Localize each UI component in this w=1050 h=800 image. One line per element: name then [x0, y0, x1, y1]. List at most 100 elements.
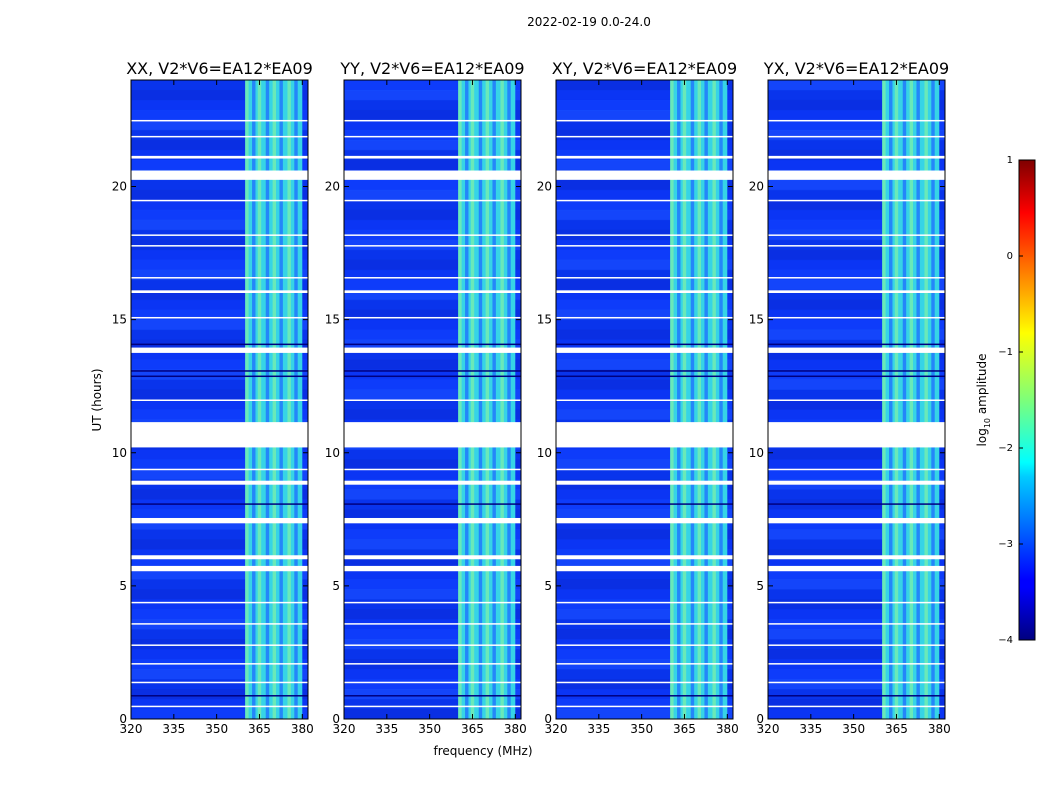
- flagged-gap: [768, 155, 945, 159]
- heatmap-row: [344, 99, 521, 111]
- flag-line: [768, 234, 945, 236]
- heatmap-row: [344, 669, 521, 680]
- heatmap-row: [344, 539, 521, 550]
- x-tick-label: 365: [673, 722, 696, 736]
- flag-line: [131, 199, 308, 202]
- heatmap-row: [344, 80, 521, 91]
- x-tick-label: 380: [291, 722, 314, 736]
- heatmap-row: [131, 599, 308, 610]
- colorbar-tick-label: −4: [998, 635, 1013, 646]
- heatmap-row: [556, 239, 733, 251]
- flag-line: [131, 681, 308, 684]
- heatmap-row: [556, 80, 733, 91]
- heatmap-row: [556, 309, 733, 321]
- flag-line: [131, 663, 308, 665]
- colorbar-ticks: 1 0 −1 −2 −3 −4: [998, 155, 1023, 646]
- heatmap-row: [131, 569, 308, 580]
- heatmap-row: [344, 609, 521, 620]
- heatmap-row: [131, 99, 308, 111]
- heatmap-row: [556, 349, 733, 361]
- flag-line: [344, 234, 521, 236]
- flag-line: [556, 705, 733, 708]
- heatmap-row: [131, 689, 308, 700]
- heatmap-row: [768, 109, 945, 121]
- y-tick-label: 15: [537, 313, 552, 327]
- flag-line: [556, 663, 733, 665]
- heatmap-row: [556, 209, 733, 221]
- heatmap-row: [768, 379, 945, 391]
- heatmap-row: [556, 359, 733, 371]
- panel-frame: [767, 79, 946, 720]
- heatmap-row: [556, 179, 733, 191]
- heatmap-row: [556, 149, 733, 161]
- heatmap-row: [344, 189, 521, 201]
- heatmap-row: [131, 579, 308, 590]
- x-tick-label: 380: [716, 722, 739, 736]
- heatmap-row: [768, 629, 945, 640]
- flagged-gap: [131, 170, 308, 180]
- y-tick-label: 5: [544, 579, 552, 593]
- panels: XX, V2*V6=EA12*EA09 320 335 350 365 380 0 5 10 15…: [112, 59, 951, 736]
- heatmap-row: [131, 459, 308, 470]
- heatmap-row: [556, 539, 733, 550]
- flagged-gap: [344, 290, 521, 293]
- heatmap-row: [131, 159, 308, 171]
- flag-line: [131, 316, 308, 319]
- heatmap-row: [344, 249, 521, 261]
- x-tick-label: 365: [248, 722, 271, 736]
- heatmap-row: [556, 199, 733, 211]
- heatmap-row: [768, 409, 945, 420]
- heatmap-row: [131, 669, 308, 680]
- flag-line: [131, 277, 308, 279]
- y-tick-label: 20: [112, 180, 127, 194]
- heatmap-row: [344, 629, 521, 640]
- heatmap-row: [556, 509, 733, 520]
- heatmap-row: [131, 289, 308, 301]
- heatmap-row: [344, 529, 521, 540]
- flagged-gap: [131, 555, 308, 560]
- heatmap-row: [556, 689, 733, 700]
- heatmap-row: [768, 689, 945, 700]
- heatmap-row: [768, 579, 945, 590]
- heatmap-row: [768, 679, 945, 690]
- heatmap-row: [556, 319, 733, 331]
- colorbar-tick-label: 1: [1007, 155, 1013, 166]
- flagged-gap: [556, 565, 733, 572]
- heatmap-row: [768, 349, 945, 361]
- y-tick-label: 10: [112, 446, 127, 460]
- heatmap-row: [556, 589, 733, 600]
- heatmap-row: [768, 99, 945, 111]
- heatmap-row: [131, 389, 308, 400]
- heatmap-row: [344, 329, 521, 341]
- heatmap-row: [131, 179, 308, 191]
- flag-line: [556, 234, 733, 236]
- dark-row: [556, 343, 733, 346]
- heatmap-row: [768, 649, 945, 660]
- heatmap-row: [344, 309, 521, 321]
- heatmap-row: [556, 269, 733, 281]
- heatmap-row: [556, 459, 733, 470]
- heatmap-row: [344, 179, 521, 191]
- heatmap-row: [768, 219, 945, 231]
- heatmap-row: [556, 399, 733, 410]
- heatmap-row: [131, 379, 308, 391]
- flag-line: [344, 245, 521, 247]
- heatmap-row: [344, 219, 521, 231]
- heatmap-row: [556, 639, 733, 650]
- heatmap-row: [556, 649, 733, 660]
- heatmap-row: [131, 449, 308, 460]
- heatmap-row: [131, 539, 308, 550]
- heatmap-row: [768, 289, 945, 301]
- flag-line: [768, 644, 945, 646]
- flag-line: [344, 663, 521, 665]
- heatmap-row: [556, 519, 733, 530]
- heatmap-row: [344, 589, 521, 600]
- heatmap-row: [556, 569, 733, 580]
- y-tick-label: 5: [756, 579, 764, 593]
- heatmap-row: [768, 249, 945, 261]
- dark-row: [768, 503, 945, 505]
- dark-row: [131, 503, 308, 505]
- flag-line: [768, 705, 945, 708]
- heatmap-row: [131, 469, 308, 480]
- dark-row: [556, 375, 733, 378]
